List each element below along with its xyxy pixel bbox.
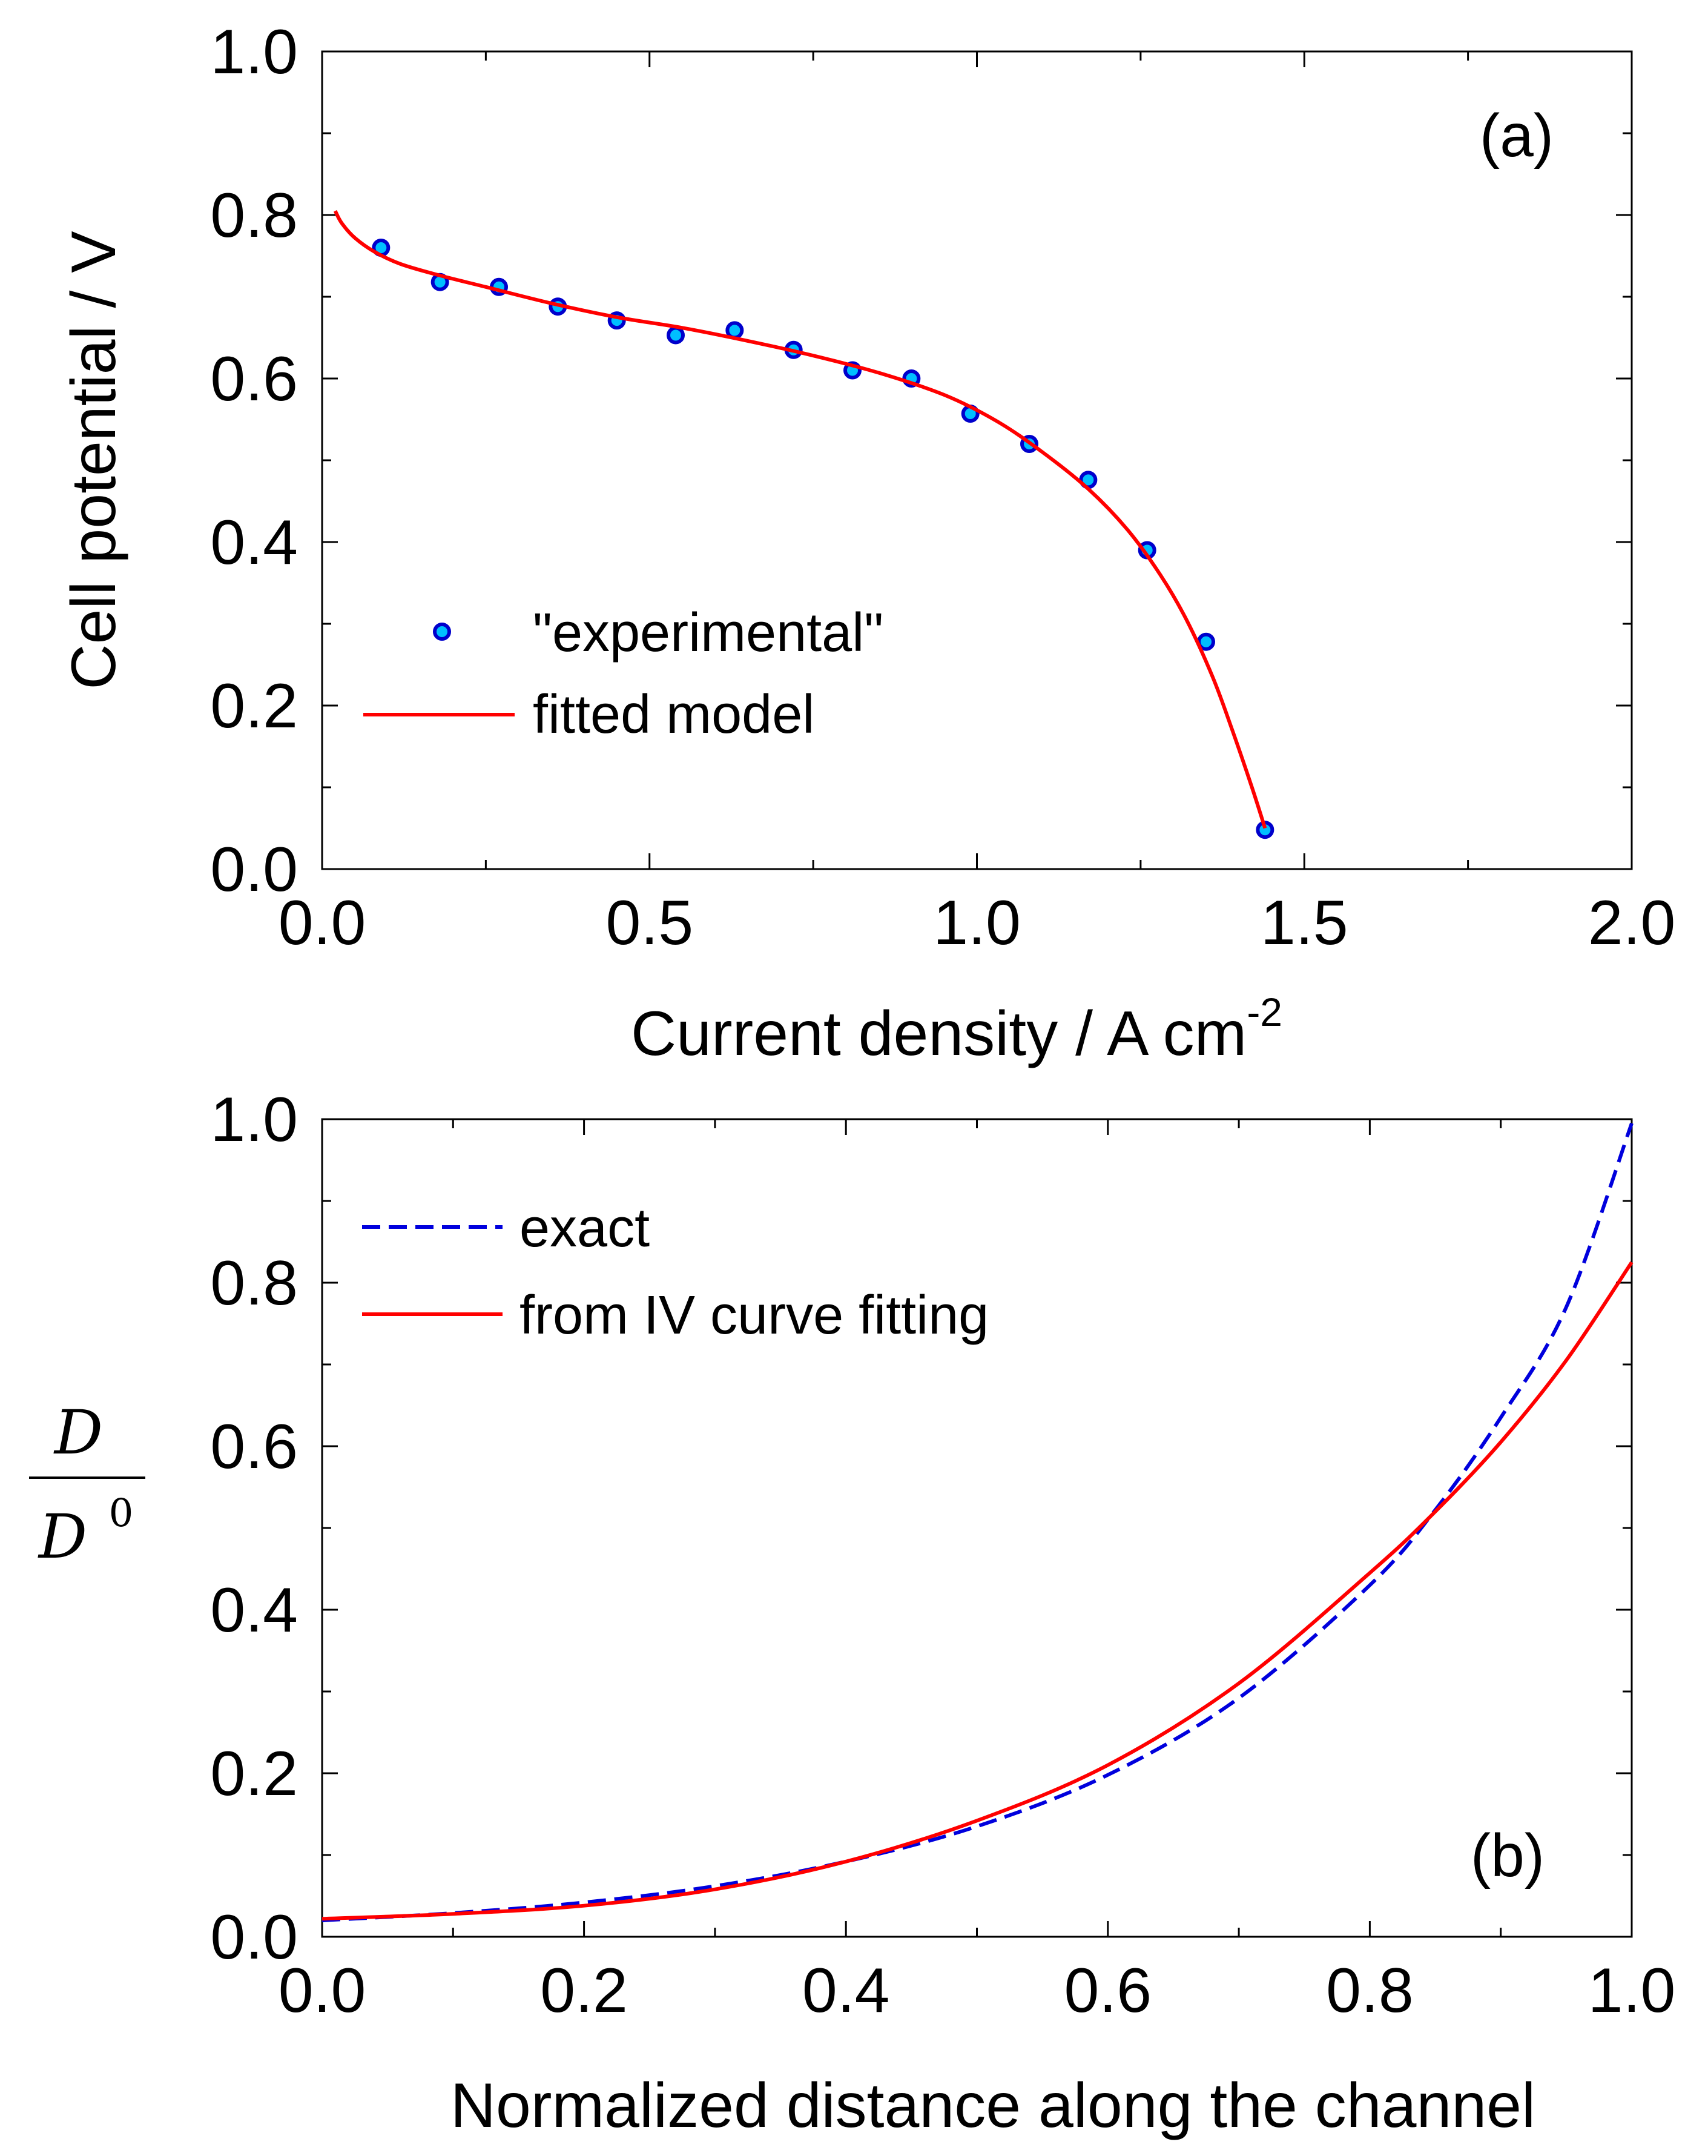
y-tick-label: 0.0: [210, 1902, 298, 1972]
x-tick-label: 0.0: [279, 1956, 366, 2026]
x-tick-label: 2.0: [1588, 888, 1676, 958]
panel-a-x-axis-title-main: Current density / A cm: [631, 999, 1247, 1069]
panel-a-legend: "experimental" fitted model: [363, 603, 883, 745]
y-tick-label: 1.0: [210, 1085, 298, 1155]
panel-b-x-axis-title: Normalized distance along the channel: [450, 2071, 1535, 2141]
y-tick-label: 0.6: [210, 1412, 298, 1482]
legend-iv-fitting-label: from IV curve fitting: [519, 1285, 989, 1346]
y-tick-label: 0.6: [210, 344, 298, 414]
panel-b-y-axis-title-numerator: D: [53, 1397, 103, 1468]
panel-a: 0.0 0.5 1.0 1.5 2.0 0.0 0.2 0.4 0.6 0.8 1.0 (a) "e…: [59, 17, 1675, 1069]
series-line-from-iv-curve-fitting: [321, 1261, 1634, 1921]
legend-experimental-label: "experimental": [533, 603, 883, 663]
x-tick-label: 0.6: [1064, 1956, 1152, 2026]
panel-b-y-axis-title-denominator: D: [38, 1501, 87, 1572]
y-tick-label: 1.0: [210, 17, 298, 87]
legend-fitted-model-label: fitted model: [533, 684, 814, 745]
panel-b-label: (b): [1471, 1822, 1545, 1890]
x-tick-label: 0.0: [279, 888, 366, 958]
x-tick-label: 0.5: [605, 888, 693, 958]
y-tick-label: 0.2: [210, 671, 298, 741]
panel-a-label: (a): [1480, 102, 1554, 170]
panel-b-plot-frame: [321, 1118, 1633, 1938]
y-tick-label: 0.8: [210, 1248, 298, 1318]
x-tick-label: 1.0: [933, 888, 1021, 958]
panel-a-y-axis-title: Cell potential / V: [59, 231, 129, 689]
panel-b-legend: exact from IV curve fitting: [362, 1198, 989, 1346]
panel-a-plot-frame: [321, 50, 1633, 870]
series-line-fitted-model: [333, 210, 1267, 829]
panel-a-series: [333, 210, 1274, 839]
legend-experimental-marker: [433, 623, 451, 641]
x-tick-label: 1.5: [1261, 888, 1348, 958]
x-tick-label: 0.4: [802, 1956, 890, 2026]
panel-b-y-axis-title-denominator-sup: 0: [109, 1491, 134, 1536]
panel-b-ticks: 0.0 0.2 0.4 0.6 0.8 1.0 0.0 0.2 0.4 0.6 0.8 1.0: [210, 1085, 1675, 2026]
y-tick-label: 0.8: [210, 180, 298, 251]
panel-b-series: [321, 1122, 1634, 1922]
panel-b: 0.0 0.2 0.4 0.6 0.8 1.0 0.0 0.2 0.4 0.6 0.8 1.0 (b)…: [29, 1085, 1675, 2141]
x-tick-label: 0.8: [1326, 1956, 1414, 2026]
panel-a-x-axis-title: Current density / A cm-2: [631, 990, 1282, 1069]
x-tick-label: 1.0: [1588, 1956, 1676, 2026]
panel-a-x-axis-title-exponent: -2: [1247, 990, 1282, 1034]
y-tick-label: 0.4: [210, 508, 298, 578]
y-tick-label: 0.2: [210, 1739, 298, 1809]
series-line-exact: [321, 1122, 1634, 1922]
x-tick-label: 0.2: [540, 1956, 628, 2026]
panel-a-ticks: 0.0 0.5 1.0 1.5 2.0 0.0 0.2 0.4 0.6 0.8 1.0: [210, 17, 1675, 958]
panel-b-y-axis-title: D D 0: [29, 1397, 145, 1572]
legend-exact-label: exact: [519, 1198, 650, 1258]
data-point-experimental: [667, 326, 685, 345]
y-tick-label: 0.4: [210, 1575, 298, 1645]
y-tick-label: 0.0: [210, 835, 298, 905]
